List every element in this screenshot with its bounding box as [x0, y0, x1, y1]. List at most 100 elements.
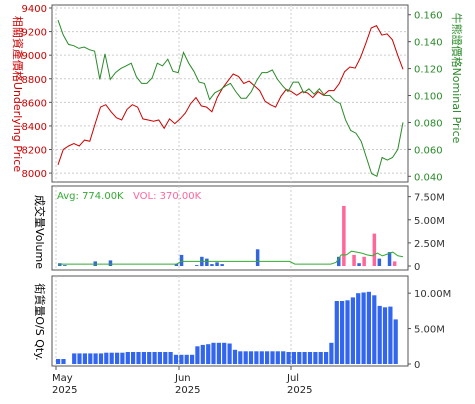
os-bar [356, 293, 361, 364]
os-bar [227, 343, 232, 364]
os-bar [82, 353, 87, 364]
os-bar [286, 352, 291, 364]
os-bar [318, 352, 323, 364]
volume-bar [215, 262, 219, 266]
os-bar [173, 354, 179, 364]
os-bar [259, 351, 264, 365]
volume-tick-label: 2.50M [414, 239, 445, 250]
os-bar [372, 295, 377, 364]
os-bar [141, 352, 146, 364]
underlying-price-axis-label: 相關資產價格Underlying Price [11, 16, 25, 172]
volume-bar [220, 264, 224, 266]
right-tick-label: 0.160 [414, 11, 443, 22]
left-tick-label: 9200 [22, 28, 47, 39]
os-bar [125, 352, 130, 364]
os-bar [350, 297, 355, 364]
os-bar [211, 342, 216, 365]
os-bar [366, 291, 371, 365]
os-bar [238, 351, 243, 365]
volume-bar [108, 260, 113, 266]
os-bar [136, 352, 141, 364]
os-bar [168, 352, 173, 364]
os-bar [56, 359, 61, 364]
os-bar [388, 306, 393, 364]
os-tick-label: 10.00M [414, 289, 451, 300]
os-bar [340, 301, 345, 364]
right-tick-label: 0.100 [414, 92, 443, 103]
left-tick-label: 9000 [22, 51, 47, 62]
os-bar [147, 352, 152, 364]
volume-bar [372, 233, 377, 266]
os-bar [163, 352, 168, 364]
os-bar [222, 342, 227, 365]
os-bar [120, 352, 125, 364]
volume-panel-frame [51, 185, 409, 271]
underlying-price-line [57, 25, 404, 165]
volume-bar [63, 265, 67, 266]
volume-bar [357, 263, 361, 266]
os-bar [361, 292, 366, 364]
volume-bar [337, 256, 341, 267]
volume-bar [362, 256, 366, 267]
price-panel-frame [51, 4, 409, 183]
x-year-label: 2025 [175, 385, 200, 396]
os-bar [334, 301, 339, 364]
os-bar [291, 352, 296, 364]
os-bar [61, 359, 66, 364]
volume-bar [387, 252, 392, 266]
os-bar [190, 354, 195, 364]
volume-bar [210, 264, 214, 266]
os-tick-label: 0 [414, 360, 420, 371]
os-bar [243, 351, 248, 365]
os-bar [109, 352, 114, 364]
x-month-label: Jun [174, 373, 191, 384]
volume-bar [352, 254, 356, 266]
x-month-label: May [52, 373, 73, 384]
os-bar [324, 352, 329, 364]
os-bar [195, 346, 200, 364]
os-bar [206, 344, 211, 364]
avg-volume-label: Avg: 774.00K [57, 191, 124, 202]
left-tick-label: 9400 [22, 4, 47, 15]
avg-volume-line [58, 250, 404, 265]
volume-bar [342, 205, 346, 266]
left-tick-label: 8800 [22, 75, 47, 86]
os-bar [281, 351, 286, 365]
volume-bar [255, 249, 260, 266]
os-bar [297, 352, 302, 364]
os-bar [184, 354, 189, 364]
nominal-price-line [57, 19, 404, 178]
volume-axis-label: 成交量Volume [33, 195, 47, 269]
right-tick-label: 0.060 [414, 145, 443, 156]
left-tick-label: 8600 [22, 98, 47, 109]
os-bar [377, 305, 382, 364]
volume-bar [205, 258, 209, 266]
right-tick-label: 0.040 [414, 172, 443, 183]
os-bar [93, 353, 98, 364]
right-tick-label: 0.080 [414, 118, 443, 129]
os-bar [302, 352, 307, 364]
os-bar [248, 351, 254, 365]
os-bar [345, 300, 350, 365]
os-bar [152, 352, 157, 364]
volume-bar [392, 261, 397, 266]
os-bar [275, 351, 280, 365]
os-bar [329, 342, 334, 365]
os-bar [157, 352, 162, 364]
os-bar [270, 351, 275, 365]
os-bar [254, 351, 259, 365]
volume-tick-label: 7.50M [414, 193, 445, 204]
volume-tick-label: 5.00M [414, 216, 445, 227]
os-bar [98, 353, 104, 364]
x-year-label: 2025 [52, 385, 77, 396]
os-bar [232, 349, 238, 364]
os-bar [313, 352, 318, 364]
os-bar [88, 353, 93, 364]
os-bar [382, 307, 388, 364]
os-qty-axis-label: 街貨量O/S Qty. [33, 283, 47, 360]
os-bar [72, 353, 77, 364]
volume-bar [195, 265, 199, 266]
os-tick-label: 5.00M [414, 325, 445, 336]
